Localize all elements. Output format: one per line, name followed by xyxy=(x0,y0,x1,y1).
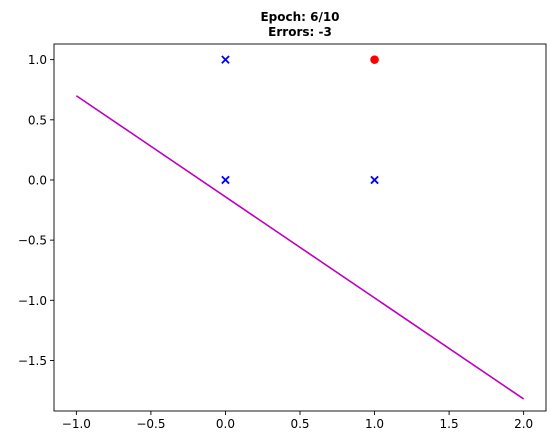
x-tick-label: −1.0 xyxy=(62,417,91,431)
plot-area xyxy=(75,55,525,400)
x-tick-label: 2.0 xyxy=(514,417,533,431)
circle-marker-point xyxy=(370,55,379,64)
y-tick-label: 0.0 xyxy=(28,173,47,187)
x-tick-label: 1.5 xyxy=(440,417,459,431)
title-line-2: Errors: -3 xyxy=(268,25,332,39)
x-marker-stroke xyxy=(221,175,230,185)
x-tick-label: −0.5 xyxy=(136,417,165,431)
x-marker-point xyxy=(221,55,230,64)
chart-title: Epoch: 6/10 Errors: -3 xyxy=(260,10,339,39)
decision-boundary-line xyxy=(75,95,525,400)
x-marker-stroke xyxy=(221,55,230,64)
y-tick-label: 1.0 xyxy=(28,53,47,67)
x-marker-point xyxy=(221,175,230,185)
data-layer xyxy=(75,55,525,400)
plot-frame xyxy=(53,43,547,412)
x-marker-point xyxy=(370,175,379,185)
x-marker-stroke xyxy=(370,175,379,185)
y-tick-label: 0.5 xyxy=(28,113,47,127)
x-tick-label: 1.0 xyxy=(365,417,384,431)
axes-layer: −1.0 −0.5 0.0 0.5 1.0 1.5 2.0 1.0 0.5 0.0 −0.5 −1.0… xyxy=(18,43,547,431)
y-tick-label: −1.0 xyxy=(18,294,47,308)
title-line-1: Epoch: 6/10 xyxy=(260,10,339,24)
y-tick-label: −1.5 xyxy=(18,354,47,368)
x-tick-label: 0.5 xyxy=(290,417,309,431)
x-tick-label: 0.0 xyxy=(216,417,235,431)
y-tick-label: −0.5 xyxy=(18,234,47,248)
